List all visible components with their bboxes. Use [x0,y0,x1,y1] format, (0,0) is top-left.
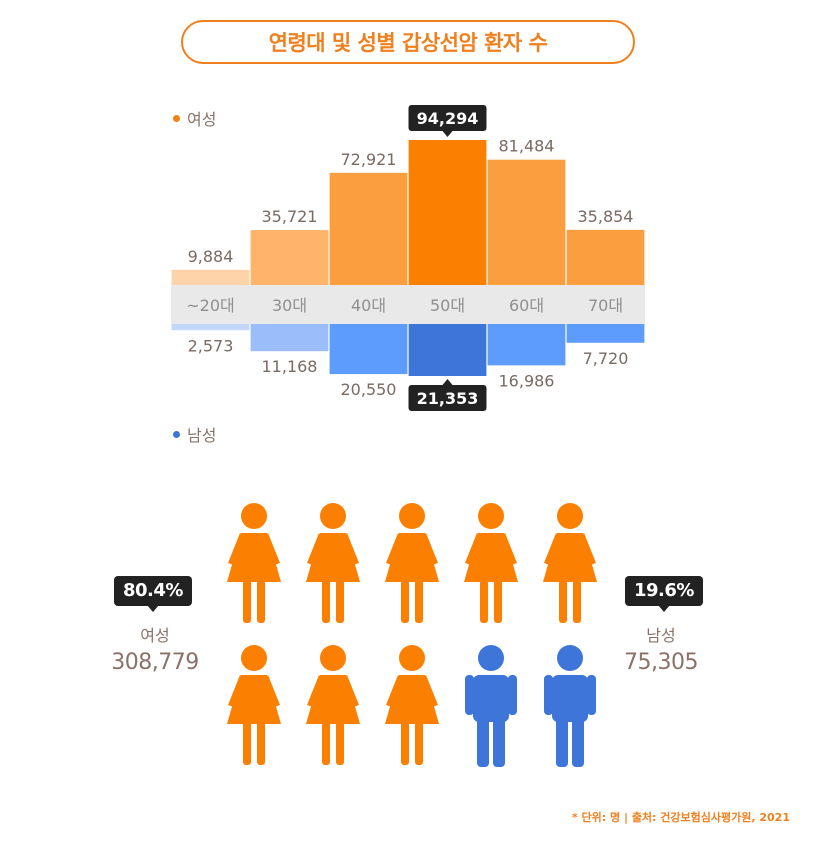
female-value-label: 9,884 [188,247,234,266]
male-bar [408,324,487,376]
male-percent-badge: 19.6% [625,576,703,612]
legend-male-label: 남성 [187,426,217,445]
legend-female-dot [173,114,180,122]
male-value-label: 20,550 [341,380,397,399]
female-bar [408,140,487,285]
female-total-count: 308,779 [111,650,199,675]
male-bar [171,324,250,331]
male-peak-badge-pointer [442,379,453,385]
female-icon [385,503,439,623]
female-total-label: 여성 [140,626,170,645]
male-peak-badge [408,385,487,411]
female-value-label: 94,294 [417,109,479,128]
male-icon [544,645,596,767]
female-value-label: 72,921 [341,150,397,169]
female-peak-badge-pointer [442,131,453,137]
male-icon [465,645,517,767]
category-tick-label: 70대 [588,296,623,315]
female-value-label: 35,721 [262,207,318,226]
male-value-label: 21,353 [417,389,479,408]
female-icon [464,503,518,623]
female-icon [306,503,360,623]
female-icon [227,503,281,623]
male-value-label: 2,573 [188,336,234,355]
source-note: * 단위: 명 | 출처: 건강보험심사평가원, 2021 [571,811,790,824]
male-bar [566,324,645,343]
category-tick-label: 40대 [351,296,386,315]
category-tick-label: ~20대 [186,296,235,315]
male-value-label: 11,168 [262,357,318,376]
female-value-label: 81,484 [499,137,555,156]
female-bar [487,159,566,285]
male-bar [250,324,329,352]
female-bar [171,269,250,285]
category-band [171,285,645,324]
category-tick-label: 60대 [509,296,544,315]
female-bar [566,229,645,285]
male-total-count: 75,305 [624,650,698,675]
female-icon [385,645,439,765]
female-icon [227,645,281,765]
legend-female: 여성 [173,106,216,130]
legend-male: 남성 [173,422,216,446]
female-total: 여성 308,779 [100,622,210,675]
female-value-label: 35,854 [578,207,634,226]
male-value-label: 7,720 [583,349,629,368]
male-total: 남성 75,305 [606,622,716,675]
female-icon [543,503,597,623]
female-peak-badge [408,105,487,131]
category-tick-label: 30대 [272,296,307,315]
legend-male-dot [173,430,180,438]
female-bar [329,172,408,285]
female-icon [306,645,360,765]
legend-female-label: 여성 [187,110,217,129]
female-percent-badge: 80.4% [114,576,192,612]
category-tick-label: 50대 [430,296,465,315]
male-value-label: 16,986 [499,371,555,390]
female-bar [250,230,329,285]
male-bar [329,324,408,375]
chart-title: 연령대 및 성별 갑상선암 환자 수 [181,20,635,64]
male-bar [487,324,566,366]
male-total-label: 남성 [646,626,676,645]
